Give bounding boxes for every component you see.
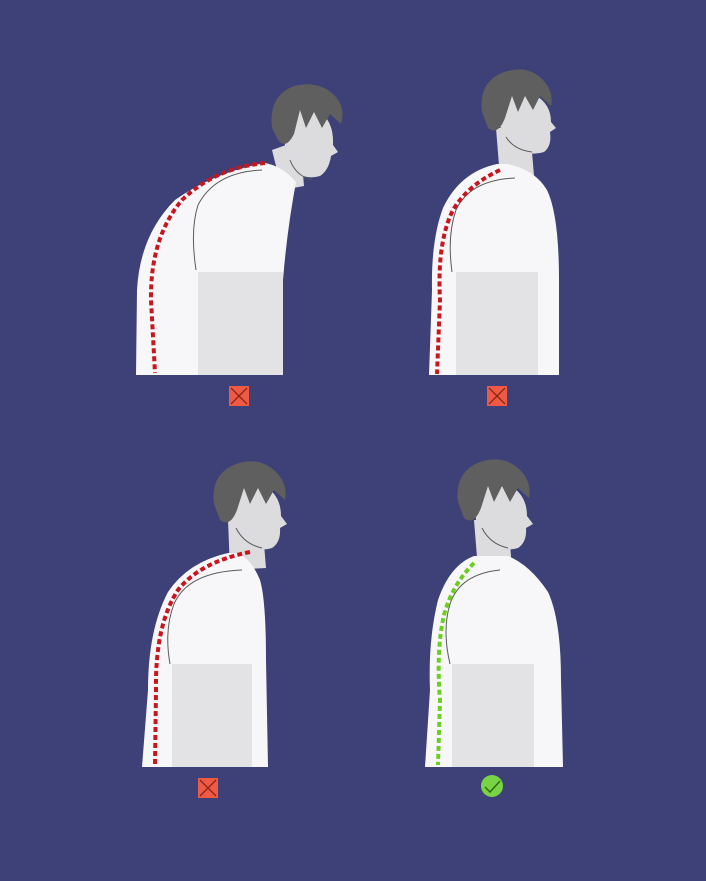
spine-curve-bad [148,161,266,374]
figure-correct-posture [425,459,563,797]
x-mark-icon [487,386,507,406]
hair [213,461,286,523]
hair [457,459,530,521]
x-mark-icon [198,778,218,798]
spine-curve-bad [153,550,251,766]
figure-upper-back-rounding [429,69,559,406]
spine-curve-bad [435,168,501,375]
x-mark-icon [229,386,249,406]
figure-severe-slouch [136,84,343,406]
hair [481,69,552,131]
figure-forward-head [142,461,287,798]
check-mark-icon [481,775,503,797]
hair [271,84,343,144]
spine-curve-good [436,561,476,766]
